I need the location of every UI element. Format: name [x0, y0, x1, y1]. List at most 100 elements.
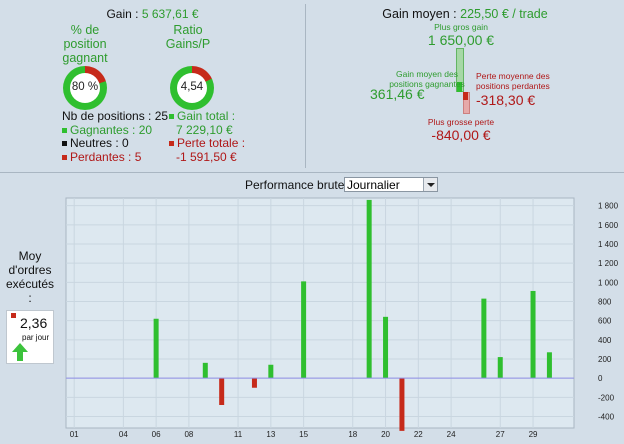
performance-bar — [153, 318, 159, 379]
average-gain-bar — [457, 82, 462, 92]
ratio-label: Ratio Gains/P — [160, 23, 216, 51]
x-tick-label: 08 — [184, 430, 193, 439]
orders-unit: par jour — [22, 333, 50, 342]
average-loss-bar — [463, 92, 468, 100]
average-gain-line: Gain moyen : 225,50 € / trade — [306, 7, 624, 21]
period-select-value: Journalier — [347, 178, 400, 192]
winning-count-text: Gagnantes : 20 — [70, 122, 153, 137]
performance-bar — [366, 199, 372, 379]
performance-bar — [301, 281, 307, 379]
positions-count: Nb de positions : 25 — [62, 109, 169, 123]
x-tick-label: 06 — [152, 430, 161, 439]
average-losing-label-line1: Perte moyenne des — [476, 71, 550, 81]
averages-panel: Gain moyen : 225,50 € / trade Plus gros … — [306, 0, 624, 172]
performance-bar — [530, 290, 536, 379]
y-tick-label: 400 — [598, 336, 612, 345]
largest-loss-label: Plus grosse perte — [427, 117, 495, 127]
orders-label: Moy d'ordres exécutés : — [0, 249, 60, 305]
y-tick-label: 1 000 — [598, 278, 619, 287]
neutral-count-text: Neutres : 0 — [70, 136, 129, 150]
performance-bar — [219, 378, 225, 405]
y-tick-label: 1 200 — [598, 259, 619, 268]
plot-area — [65, 197, 575, 429]
average-losing-label-line2: positions perdantes — [476, 80, 550, 91]
loss-total-value: -1 591,50 € — [176, 149, 237, 164]
y-axis-ticks: -400 -200 0 200 400 600 800 1 000 1 200 1 400 1 60… — [598, 202, 619, 422]
x-tick-label: 15 — [299, 430, 308, 439]
y-tick-label: 200 — [598, 355, 612, 364]
y-tick-label: 1 600 — [598, 221, 619, 230]
y-tick-label: 1 400 — [598, 240, 619, 249]
loss-total-label: Perte totale : — [169, 136, 246, 151]
chevron-down-icon[interactable] — [423, 178, 437, 191]
performance-bar — [399, 378, 405, 431]
totals-stats: Gain total : 7 229,10 € Perte totale : -… — [169, 109, 246, 164]
win-rate-label-line2: position — [63, 37, 107, 51]
win-rate-label: % de position gagnant — [50, 23, 120, 65]
positions-stats: Nb de positions : 25 Gagnantes : 20 Neut… — [62, 109, 169, 164]
gain-line: Gain : 5 637,61 € — [0, 7, 305, 21]
x-axis-ticks: 01 04 06 08 11 13 15 18 20 22 24 27 29 — [70, 430, 538, 439]
loss-total-label-text: Perte totale : — [177, 136, 246, 150]
y-tick-label: 800 — [598, 298, 612, 307]
orders-label-line3: exécutés — [5, 277, 55, 291]
y-tick-label: 600 — [598, 317, 612, 326]
win-rate-gauge: 80 % — [63, 66, 107, 110]
win-rate-label-line3: gagnant — [62, 51, 108, 65]
bars — [153, 199, 552, 431]
ratio-label-line1: Ratio — [173, 23, 203, 37]
sell-arrow-icon — [11, 313, 16, 318]
performance-bar — [497, 357, 503, 379]
gain-total-label: Gain total : — [169, 109, 245, 124]
largest-gain-label: Plus gros gain — [434, 22, 488, 32]
x-tick-label: 20 — [381, 430, 390, 439]
performance-chart: -400 -200 0 200 400 600 800 1 000 1 200 1 400 1 60… — [65, 197, 619, 439]
x-tick-label: 18 — [348, 430, 357, 439]
performance-bar — [268, 364, 274, 379]
panel-divider-horizontal — [0, 172, 624, 173]
largest-loss-value: -840,00 € — [431, 127, 491, 143]
average-gain-value: 225,50 € / trade — [460, 7, 548, 21]
average-winning-value: 361,46 € — [370, 86, 425, 102]
y-tick-label: -400 — [598, 413, 615, 422]
period-select[interactable]: Journalier — [344, 177, 438, 192]
x-tick-label: 29 — [529, 430, 538, 439]
win-rate-value: 80 % — [71, 81, 99, 93]
performance-bar — [383, 316, 389, 379]
ratio-label-line2: Gains/P — [165, 37, 211, 51]
y-tick-label: 1 800 — [598, 202, 619, 211]
average-gain-label: Gain moyen : — [382, 7, 457, 21]
average-losing-label: Perte moyenne des positions perdantes — [476, 71, 550, 91]
average-losing-value: -318,30 € — [476, 92, 536, 108]
orders-label-line1: Moy — [18, 249, 42, 263]
orders-label-line2: d'ordres — [8, 263, 52, 277]
average-winning-label-line2: positions gagnantes — [389, 78, 465, 89]
performance-bar — [546, 352, 552, 379]
buy-arrow-icon — [12, 343, 28, 361]
orders-value: 2,36 — [20, 315, 48, 331]
y-tick-label: -200 — [598, 393, 615, 402]
neutral-count: Neutres : 0 — [62, 136, 168, 151]
average-winning-label-line1: Gain moyen des — [396, 69, 458, 79]
gain-label: Gain : — [106, 7, 139, 21]
x-tick-label: 22 — [414, 430, 423, 439]
ratio-value: 4,54 — [180, 81, 204, 93]
winning-count: Gagnantes : 20 — [62, 122, 168, 138]
average-winning-label: Gain moyen des positions gagnantes — [382, 69, 472, 89]
grid-lines — [66, 198, 574, 428]
x-tick-label: 04 — [119, 430, 128, 439]
gain-value: 5 637,61 € — [141, 7, 199, 21]
gain-total-label-text: Gain total : — [177, 109, 236, 123]
performance-bar — [251, 378, 257, 388]
x-tick-label: 11 — [234, 430, 243, 439]
performance-bar — [481, 298, 487, 379]
summary-panel: Gain : 5 637,61 € % de position gagnant … — [0, 0, 305, 172]
x-tick-label: 27 — [496, 430, 505, 439]
ratio-gauge: 4,54 — [170, 66, 214, 110]
chart-title: Performance brute — [245, 178, 345, 192]
largest-gain-value: 1 650,00 € — [427, 32, 495, 48]
win-rate-label-line1: % de — [70, 23, 100, 37]
orders-card: 2,36 par jour — [6, 310, 54, 364]
orders-label-line4: : — [28, 291, 32, 305]
panel-divider-vertical — [305, 4, 306, 168]
